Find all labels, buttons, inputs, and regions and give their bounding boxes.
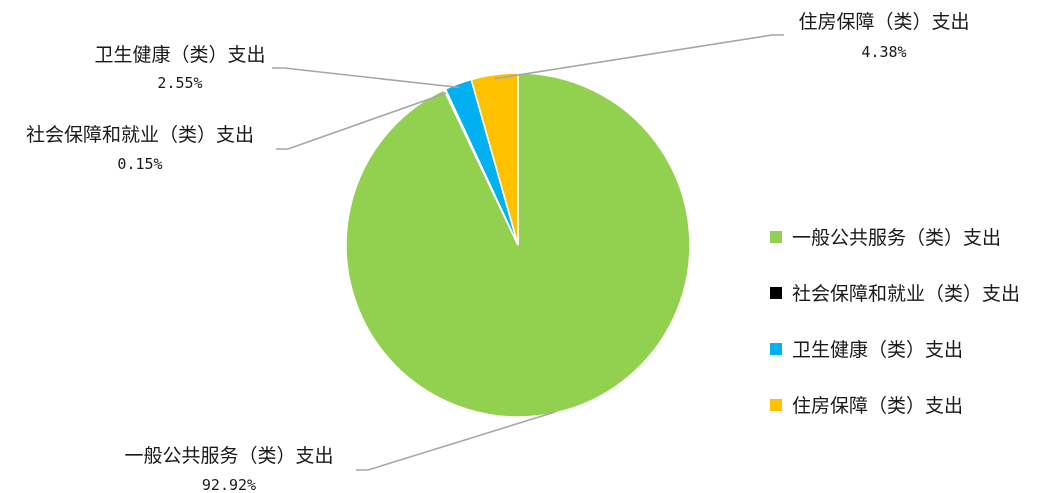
- legend-label-housing: 住房保障（类）支出: [792, 395, 963, 417]
- data-label-value-general-public-services: 92.92%: [202, 476, 256, 493]
- legend-swatch-health: [770, 343, 782, 355]
- pie-slices: [345, 72, 691, 418]
- data-labels: 一般公共服务（类）支出 92.92% 社会保障和就业（类）支出 0.15% 卫生健康（类…: [26, 11, 970, 493]
- leader-line-social-security-employment: [276, 92, 447, 150]
- legend-swatch-general-public-services: [770, 231, 782, 243]
- legend-label-social-security-employment: 社会保障和就业（类）支出: [792, 283, 1020, 305]
- data-label-value-social-security-employment: 0.15%: [117, 155, 162, 173]
- data-label-name-housing: 住房保障（类）支出: [798, 11, 969, 33]
- legend-label-general-public-services: 一般公共服务（类）支出: [792, 227, 1001, 249]
- data-label-value-housing: 4.38%: [861, 43, 906, 61]
- data-label-name-general-public-services: 一般公共服务（类）支出: [124, 445, 333, 467]
- data-label-value-health: 2.55%: [157, 74, 202, 92]
- leader-line-health: [272, 67, 460, 89]
- data-label-name-social-security-employment: 社会保障和就业（类）支出: [26, 124, 254, 146]
- legend: 一般公共服务（类）支出社会保障和就业（类）支出卫生健康（类）支出住房保障（类）支…: [770, 227, 1020, 417]
- legend-swatch-social-security-employment: [770, 287, 782, 299]
- legend-label-health: 卫生健康（类）支出: [792, 339, 963, 361]
- pie-slice-housing: [470, 72, 519, 246]
- legend-swatch-housing: [770, 399, 782, 411]
- leader-lines: [272, 34, 784, 471]
- data-label-name-health: 卫生健康（类）支出: [94, 44, 265, 66]
- leader-line-housing: [494, 34, 784, 80]
- leader-line-general-public-services: [356, 411, 556, 471]
